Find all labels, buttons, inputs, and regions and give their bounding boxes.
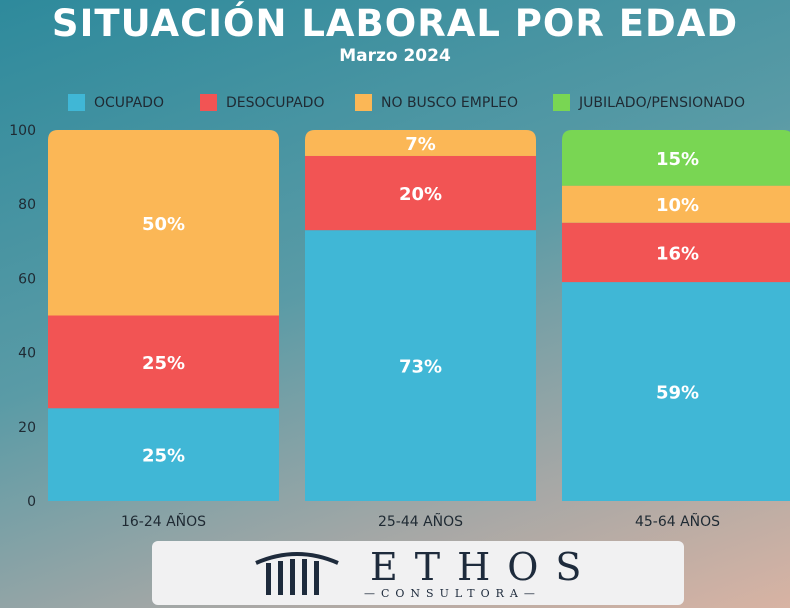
bar-segment <box>305 230 536 501</box>
bar-segment <box>305 155 536 231</box>
logo-text: ETHOS <box>370 545 599 589</box>
chart-subtitle: Marzo 2024 <box>339 46 451 66</box>
bar-group <box>562 130 790 501</box>
y-tick-label: 80 <box>18 197 36 213</box>
bar-segment <box>48 408 279 501</box>
bar-segment <box>562 185 790 223</box>
data-label: 50% <box>142 214 185 235</box>
y-tick-label: 100 <box>9 123 36 139</box>
stacked-bar-chart: 0 20 40 60 80 100 25% 25% 50% 16-24 AÑOS 73% 20% 7% 2… <box>9 123 790 530</box>
data-label: 20% <box>399 184 442 205</box>
legend-swatch-jubilado <box>553 94 570 111</box>
data-label: 10% <box>656 195 699 216</box>
y-tick-label: 40 <box>18 346 36 362</box>
bar-group <box>305 130 536 501</box>
data-label: 25% <box>142 446 185 467</box>
legend-swatch-desocupado <box>200 94 217 111</box>
x-tick-label: 16-24 AÑOS <box>121 513 206 530</box>
bar-segment <box>562 130 790 186</box>
legend-swatch-ocupado <box>68 94 85 111</box>
legend-item-jubilado: JUBILADO/PENSIONADO <box>553 94 745 111</box>
data-label: 25% <box>142 353 185 374</box>
bar-segment <box>48 315 279 409</box>
logo-banner: ETHOS —CONSULTORA— <box>152 541 684 605</box>
data-label: 59% <box>656 383 699 404</box>
chart-title: SITUACIÓN LABORAL POR EDAD <box>51 2 739 45</box>
bar-group <box>48 130 279 501</box>
y-tick-label: 60 <box>18 271 36 287</box>
bar-segment <box>305 130 536 156</box>
legend-label-jubilado: JUBILADO/PENSIONADO <box>579 94 745 111</box>
x-tick-label: 45-64 AÑOS <box>635 513 720 530</box>
bar-segment <box>562 282 790 501</box>
data-label: 7% <box>405 134 436 155</box>
data-label: 73% <box>399 357 442 378</box>
y-tick-label: 0 <box>27 494 36 510</box>
bar-segment <box>48 130 279 316</box>
legend-label-desocupado: DESOCUPADO <box>226 94 325 111</box>
legend-swatch-no-busco <box>355 94 372 111</box>
bar-segment <box>562 222 790 283</box>
data-label: 15% <box>656 149 699 170</box>
data-label: 16% <box>656 243 699 264</box>
logo-tagline: —CONSULTORA— <box>364 587 541 600</box>
legend-item-desocupado: DESOCUPADO <box>200 94 324 111</box>
legend-label-no-busco: NO BUSCO EMPLEO <box>381 94 518 111</box>
columns-logo-icon <box>255 552 339 595</box>
legend-label-ocupado: OCUPADO <box>94 94 164 111</box>
legend-item-no-busco: NO BUSCO EMPLEO <box>355 94 518 111</box>
legend-item-ocupado: OCUPADO <box>68 94 164 111</box>
x-tick-label: 25-44 AÑOS <box>378 513 463 530</box>
y-tick-label: 20 <box>18 420 36 436</box>
legend: OCUPADO DESOCUPADO NO BUSCO EMPLEO JUBIL… <box>0 94 790 116</box>
